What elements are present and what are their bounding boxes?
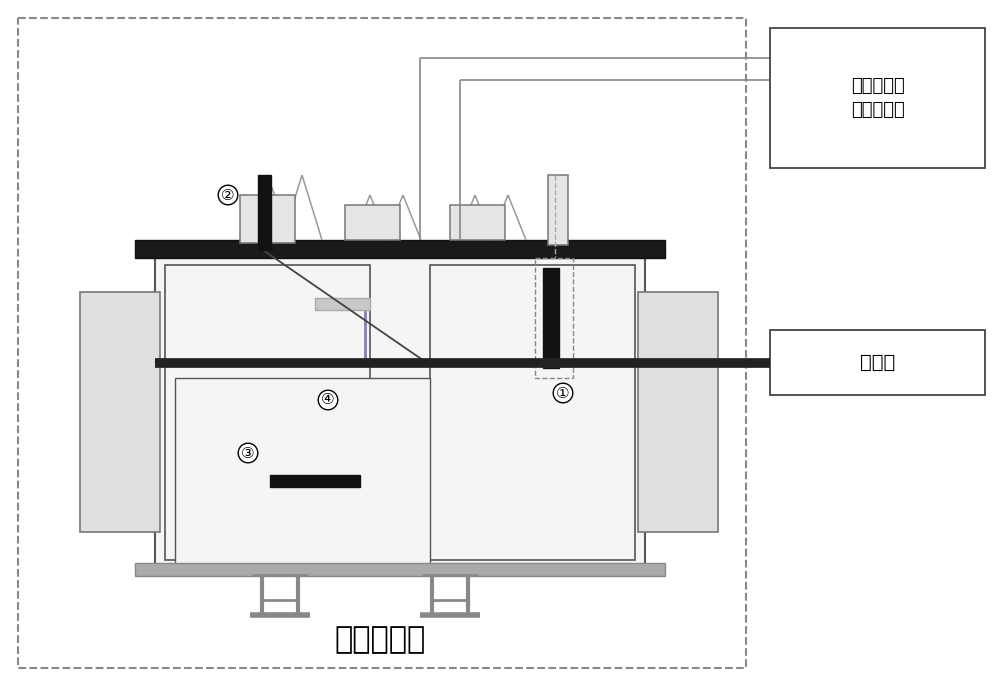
- Bar: [80, 292, 160, 532]
- Bar: [135, 563, 665, 576]
- Bar: [270, 475, 360, 487]
- Bar: [770, 330, 985, 395]
- Text: ①: ①: [556, 386, 570, 401]
- Text: ②: ②: [221, 187, 235, 202]
- Bar: [165, 265, 370, 560]
- Bar: [240, 195, 295, 243]
- Bar: [175, 378, 430, 573]
- Bar: [430, 265, 635, 560]
- Bar: [18, 18, 746, 668]
- Bar: [450, 205, 505, 240]
- Bar: [535, 258, 573, 378]
- Bar: [258, 175, 271, 250]
- Bar: [770, 28, 985, 168]
- Bar: [548, 175, 568, 245]
- Text: ④: ④: [321, 393, 335, 408]
- Bar: [315, 298, 370, 310]
- Bar: [155, 255, 645, 570]
- Text: 变压器直流
电阵测试仪: 变压器直流 电阵测试仪: [851, 77, 904, 120]
- Bar: [345, 205, 400, 240]
- Text: ③: ③: [241, 445, 255, 460]
- Bar: [638, 292, 718, 532]
- Text: 温度计: 温度计: [860, 353, 895, 372]
- Bar: [543, 268, 559, 368]
- Bar: [135, 240, 665, 258]
- Text: 高温试验筱: 高温试验筱: [334, 625, 426, 655]
